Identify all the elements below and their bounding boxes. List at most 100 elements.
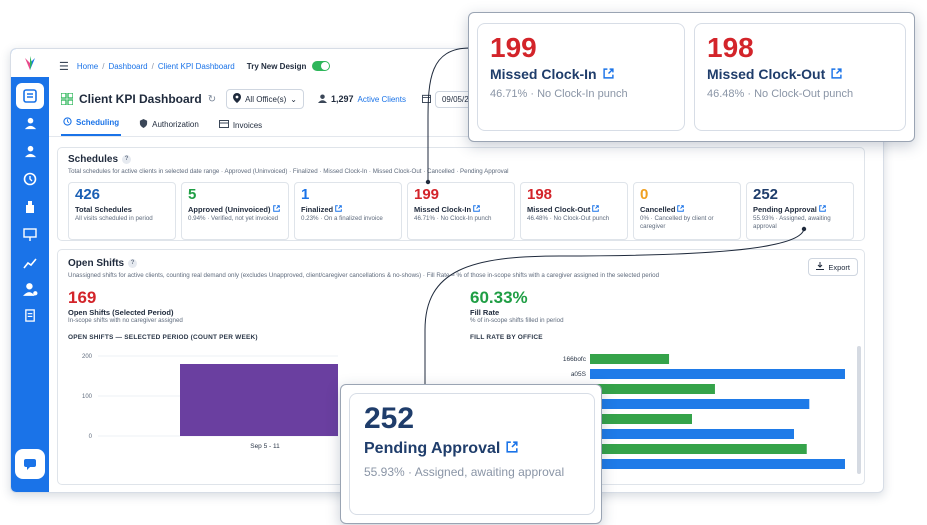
export-label: Export — [828, 262, 850, 272]
schedule-card-sub: 0% · Cancelled by client or caregiver — [640, 215, 714, 230]
active-clients-count: 1,297 — [330, 94, 354, 104]
breadcrumb-home[interactable]: Home — [76, 61, 99, 71]
documents-icon[interactable] — [20, 305, 40, 325]
external-link-icon[interactable] — [335, 205, 342, 214]
bar[interactable] — [590, 384, 715, 394]
schedule-card-label: Missed Clock-In — [414, 205, 508, 214]
bar[interactable] — [590, 354, 670, 364]
help-icon[interactable]: ? — [128, 259, 138, 268]
schedule-card-label: Cancelled — [640, 205, 734, 214]
clock-icon[interactable] — [20, 169, 40, 189]
fill-rate-chart-title: FILL RATE BY OFFICE — [470, 334, 543, 341]
help-icon[interactable]: ? — [122, 155, 132, 164]
billing-icon[interactable] — [20, 197, 40, 217]
schedule-card[interactable]: 198 Missed Clock-Out 46.48% · No Clock-Out… — [520, 182, 628, 240]
schedule-card[interactable]: 5 Approved (Uninvoiced) 0.94% · Verified, … — [181, 182, 289, 240]
external-link-icon[interactable] — [272, 205, 280, 214]
breadcrumb-dashboard[interactable]: Dashboard — [108, 61, 148, 71]
breadcrumb-current[interactable]: Client KPI Dashboard — [157, 61, 235, 71]
calendar-icon — [421, 94, 432, 105]
bar[interactable] — [590, 429, 794, 439]
zoom-pending-value: 252 — [364, 402, 415, 435]
hamburger-menu-icon[interactable]: ☰ — [59, 60, 69, 73]
zoom-missed-out-value: 198 — [707, 32, 754, 63]
new-design-toggle[interactable] — [312, 61, 331, 71]
tab-authorization[interactable]: Authorization — [137, 119, 201, 136]
connector-line — [424, 228, 805, 392]
external-link-icon[interactable] — [592, 205, 600, 214]
open-shifts-panel: Open Shifts ? Unassigned shifts for acti… — [57, 249, 865, 485]
schedule-card-label: Total Schedules — [75, 205, 169, 214]
tab-label: Authorization — [152, 120, 199, 129]
schedule-card-label: Missed Clock-Out — [527, 205, 621, 214]
open-shifts-subtitle: Unassigned shifts for active clients, co… — [68, 272, 660, 279]
schedule-card-label: Approved (Uninvoiced) — [188, 205, 282, 214]
zoom-card-pending-approval: 252 Pending Approval 55.93% · Assigned, … — [349, 393, 595, 515]
y-tick-label: 0 — [89, 434, 93, 440]
refresh-icon[interactable]: ↻ — [207, 93, 217, 105]
zoom-missed-in-label: Missed Clock-In — [490, 66, 672, 82]
tab-invoices[interactable]: Invoices — [217, 120, 264, 136]
category-label: 166bofc — [563, 356, 587, 363]
scrollbar[interactable] — [857, 346, 861, 474]
schedules-cards: 426 Total Schedules All visits scheduled i… — [68, 182, 854, 240]
external-link-icon[interactable] — [506, 440, 518, 458]
schedule-card-sub: 0.23% · On a finalized invoice — [301, 215, 383, 222]
schedule-card[interactable]: 0 Cancelled 0% · Cancelled by client or ca… — [633, 182, 741, 240]
export-button[interactable]: Export — [808, 258, 858, 276]
zoom-callout-pending: 252 Pending Approval 55.93% · Assigned, … — [340, 384, 602, 524]
schedule-card-value: 0 — [640, 186, 649, 203]
y-tick-label: 200 — [82, 354, 93, 360]
open-shifts-chart: 200 100 0 Sep 5 - 11 — [82, 354, 338, 450]
schedule-card-label: Finalized — [301, 205, 395, 214]
schedule-card-value: 1 — [301, 186, 310, 203]
presentation-icon[interactable] — [20, 225, 40, 245]
bar[interactable] — [590, 399, 810, 409]
tab-scheduling[interactable]: Scheduling — [61, 117, 122, 136]
schedule-card[interactable]: 252 Pending Approval 55.93% · Assigned, aw… — [746, 182, 854, 240]
sidebar — [11, 49, 49, 492]
external-link-icon[interactable] — [819, 205, 826, 214]
schedule-card-value: 199 — [414, 186, 440, 203]
schedule-card[interactable]: 199 Missed Clock-In 46.71% · No Clock-In p… — [407, 182, 515, 240]
external-link-icon[interactable] — [677, 205, 685, 214]
active-clients-label: Active Clients — [357, 94, 406, 104]
zoom-missed-in-value: 199 — [490, 32, 537, 63]
tab-label: Invoices — [232, 120, 263, 130]
schedule-card-sub: 55.93% · Assigned, awaiting approval — [753, 215, 831, 230]
external-link-icon[interactable] — [602, 66, 614, 82]
page-title: Client KPI Dashboard — [79, 92, 202, 106]
bar[interactable] — [590, 414, 692, 424]
invoice-icon — [218, 120, 229, 130]
schedule-card-sub: 0.94% · Verified, not yet invoiced — [188, 215, 279, 222]
zoom-missed-in-label-text: Missed Clock-In — [490, 66, 597, 82]
schedule-card-sub: All visits scheduled in period — [75, 215, 153, 222]
tab-bar: Scheduling Authorization Invoices — [49, 115, 883, 137]
reports-icon[interactable] — [20, 253, 40, 273]
zoom-card-missed-clock-out: 198 Missed Clock-Out 46.48% · No Clock-O… — [694, 23, 906, 131]
client-icon[interactable] — [20, 113, 40, 133]
external-link-icon[interactable] — [831, 66, 842, 82]
office-filter-select[interactable]: All Office(s) ⌄ — [226, 89, 304, 109]
chat-button[interactable] — [15, 449, 45, 479]
schedules-subtitle: Total schedules for active clients in se… — [68, 168, 509, 175]
schedule-card-label-text: Pending Approval — [753, 205, 817, 214]
bar[interactable] — [180, 364, 338, 436]
fill-rate-label: Fill Rate — [470, 308, 500, 317]
zoom-missed-out-label-text: Missed Clock-Out — [707, 66, 826, 82]
bar[interactable] — [590, 444, 807, 454]
schedule-card[interactable]: 1 Finalized 0.23% · On a finalized invoice — [294, 182, 402, 240]
download-icon — [816, 262, 825, 272]
external-link-icon[interactable] — [473, 205, 480, 214]
x-tick-label: Sep 5 - 11 — [250, 443, 280, 450]
chat-icon — [24, 459, 36, 470]
dashboard-icon[interactable] — [16, 83, 44, 109]
fill-rate-kpi: 60.33% Fill Rate % of in-scope shifts fi… — [470, 288, 564, 324]
caregiver-icon[interactable] — [20, 141, 40, 161]
bar[interactable] — [590, 369, 845, 379]
connector-dot — [425, 179, 431, 185]
schedules-panel: Schedules ? Total schedules for active c… — [57, 147, 865, 241]
bar[interactable] — [590, 459, 845, 469]
users-settings-icon[interactable] — [20, 279, 40, 299]
open-shifts-value: 169 — [68, 288, 97, 307]
